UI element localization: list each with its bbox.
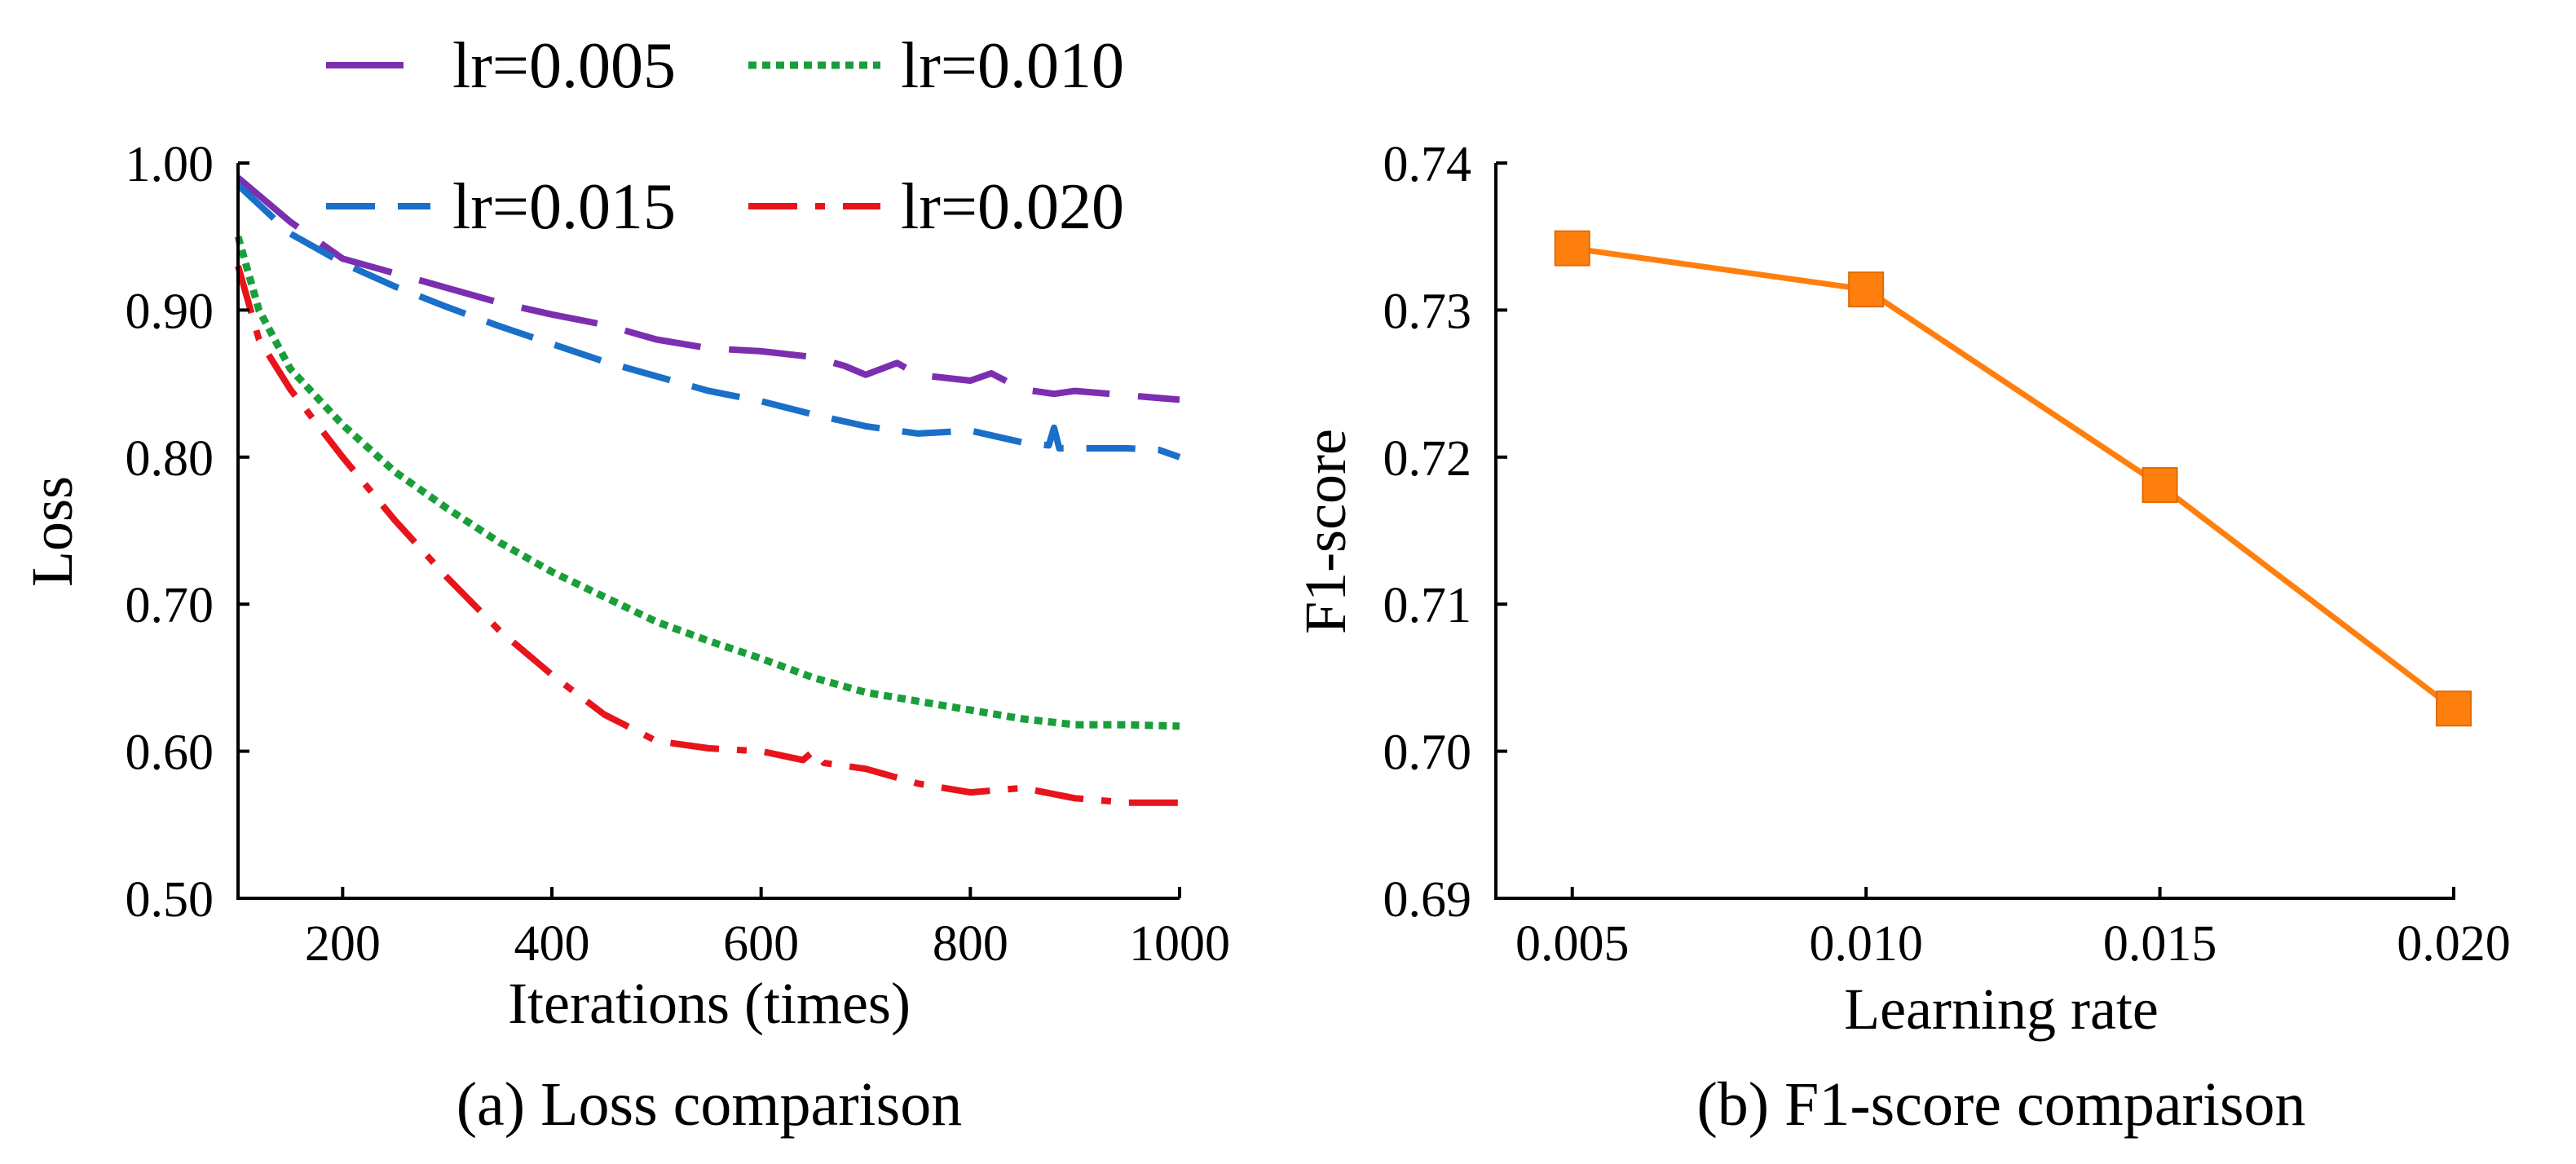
y-tick-label: 0.72 xyxy=(1383,431,1472,487)
loss-x-axis-label: Iterations (times) xyxy=(508,971,911,1036)
loss-lines xyxy=(234,174,1181,806)
f1-ticks: 0.005 0.010 0.015 0.020 0.69 0.70 0.71 0.72 0.73… xyxy=(1383,137,2511,972)
legend-item-lr-0-010: lr=0.010 xyxy=(748,30,1124,102)
f1-marker xyxy=(2142,467,2178,504)
x-tick-label: 0.015 xyxy=(2103,916,2217,972)
x-tick-label: 0.020 xyxy=(2397,916,2511,972)
f1-marker xyxy=(2436,690,2472,727)
legend-label: lr=0.005 xyxy=(452,30,676,102)
f1-marker xyxy=(1554,230,1590,267)
loss-y-axis-label: Loss xyxy=(20,476,85,587)
y-tick-label: 0.80 xyxy=(126,431,214,487)
legend-label: lr=0.015 xyxy=(452,171,676,243)
x-tick-label: 800 xyxy=(933,916,1008,972)
legend-item-lr-0-005: lr=0.005 xyxy=(326,30,676,102)
x-tick-label: 600 xyxy=(723,916,799,972)
f1-marker xyxy=(1848,271,1885,308)
x-tick-label: 400 xyxy=(514,916,590,972)
legend-item-lr-0-015: lr=0.015 xyxy=(326,171,676,243)
y-tick-label: 0.73 xyxy=(1383,284,1472,339)
y-tick-label: 0.50 xyxy=(126,872,214,928)
loss-series-line xyxy=(235,265,1180,806)
y-tick-label: 0.70 xyxy=(1383,725,1472,781)
legend: lr=0.005 lr=0.010 lr=0.015 lr=0.020 xyxy=(326,30,1124,243)
f1-series xyxy=(1554,230,2472,727)
legend-item-lr-0-020: lr=0.020 xyxy=(748,171,1124,243)
f1-y-axis-label: F1-score xyxy=(1293,429,1358,634)
f1-x-axis-label: Learning rate xyxy=(1844,977,2159,1042)
y-tick-label: 0.70 xyxy=(126,578,214,633)
loss-chart: 200 400 600 800 1000 0.50 0.60 0.70 0.80 0.90 1.00… xyxy=(20,30,1230,1139)
f1-chart: 0.005 0.010 0.015 0.020 0.69 0.70 0.71 0.72 0.73… xyxy=(1293,137,2511,1139)
y-tick-label: 0.74 xyxy=(1383,137,1472,192)
loss-series-line xyxy=(234,235,1180,730)
y-tick-label: 1.00 xyxy=(126,137,214,192)
y-tick-label: 0.90 xyxy=(126,284,214,339)
legend-label: lr=0.010 xyxy=(901,30,1124,102)
loss-series-line xyxy=(236,174,1180,403)
x-tick-label: 0.010 xyxy=(1809,916,1923,972)
legend-label: lr=0.020 xyxy=(901,171,1124,243)
x-tick-label: 1000 xyxy=(1129,916,1230,972)
f1-caption: (b) F1-score comparison xyxy=(1696,1070,2305,1139)
loss-caption: (a) Loss comparison xyxy=(457,1070,963,1139)
y-tick-label: 0.60 xyxy=(126,725,214,781)
loss-series-line xyxy=(236,183,1181,461)
x-tick-label: 200 xyxy=(305,916,381,972)
y-tick-label: 0.69 xyxy=(1383,872,1472,928)
loss-ticks: 200 400 600 800 1000 0.50 0.60 0.70 0.80 0.90 1.00 xyxy=(126,137,1231,972)
f1-line xyxy=(1572,245,2456,712)
y-tick-label: 0.71 xyxy=(1383,578,1472,633)
x-tick-label: 0.005 xyxy=(1515,916,1630,972)
